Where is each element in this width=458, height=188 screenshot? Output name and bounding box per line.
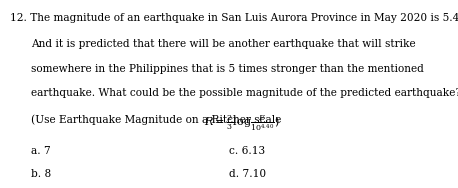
Text: (Use Earthquake Magnitude on a Ritcher scale: (Use Earthquake Magnitude on a Ritcher s… [31,115,285,125]
Text: $R = \frac{2}{3}\mathrm{log}\frac{E}{10^{4.40}}$): $R = \frac{2}{3}\mathrm{log}\frac{E}{10^… [204,113,279,133]
Text: earthquake. What could be the possible magnitude of the predicted earthquake?: earthquake. What could be the possible m… [31,88,458,98]
Text: somewhere in the Philippines that is 5 times stronger than the mentioned: somewhere in the Philippines that is 5 t… [31,64,424,74]
Text: a. 7: a. 7 [31,146,51,156]
Text: d. 7.10: d. 7.10 [229,169,266,179]
Text: 12. The magnitude of an earthquake in San Luis Aurora Province in May 2020 is 5.: 12. The magnitude of an earthquake in Sa… [10,13,458,23]
Text: c. 6.13: c. 6.13 [229,146,265,156]
Text: And it is predicted that there will be another earthquake that will strike: And it is predicted that there will be a… [31,39,416,49]
Text: b. 8: b. 8 [31,169,51,179]
